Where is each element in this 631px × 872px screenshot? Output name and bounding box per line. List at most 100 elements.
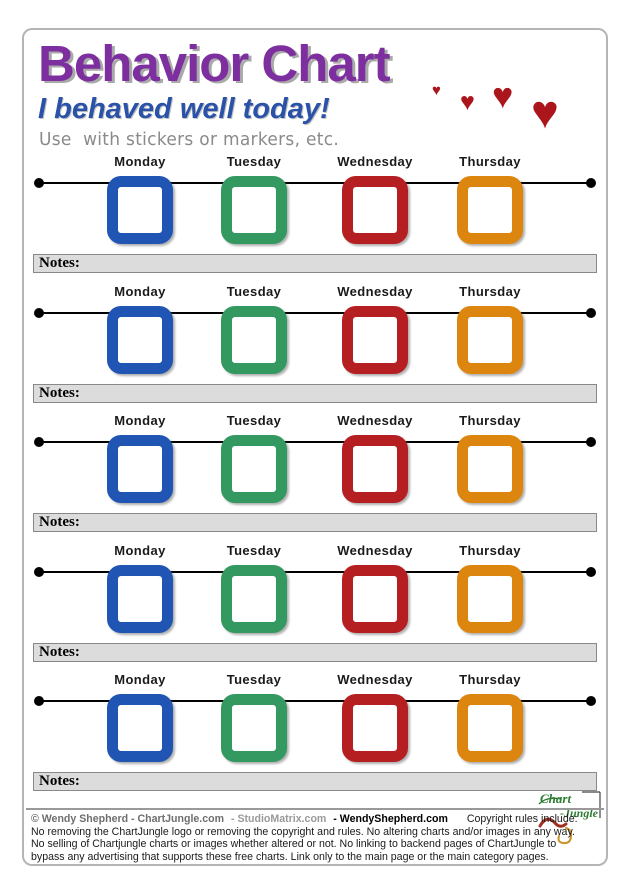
logo-frame-corner: [582, 791, 601, 818]
logo-text-chart: Chart: [540, 791, 571, 806]
notes-bar[interactable]: Notes:: [33, 642, 597, 662]
heart-icon: ♥: [460, 88, 475, 116]
heart-icon: ♥: [432, 82, 441, 99]
heart-icon: ♥: [531, 85, 559, 138]
line-endpoint-right: [586, 696, 596, 706]
logo-monkey-squiggle: [538, 817, 568, 828]
copyright-footer: © Wendy Shepherd - ChartJungle.com - Stu…: [26, 808, 604, 863]
chart-row-2: Monday Tuesday Wednesday Thursday Notes:: [24, 282, 606, 412]
sticker-box-thursday[interactable]: [457, 176, 523, 244]
day-cell-thursday: Thursday: [457, 411, 523, 506]
notes-bar[interactable]: Notes:: [33, 254, 597, 273]
heart-icon: ♥: [492, 75, 514, 116]
day-label-tuesday: Tuesday: [226, 283, 282, 299]
sticker-box-monday[interactable]: [107, 435, 173, 503]
logo-monkey-tail: [557, 827, 573, 845]
sticker-box-tuesday[interactable]: [221, 564, 287, 633]
page-subtitle: I behaved well today!: [38, 93, 330, 125]
sticker-box-wednesday[interactable]: [342, 435, 408, 503]
sticker-box-tuesday[interactable]: [221, 694, 287, 762]
sticker-box-thursday[interactable]: [457, 694, 523, 762]
day-label-thursday: Thursday: [459, 283, 521, 299]
hanging-line: [39, 311, 591, 314]
day-label-wednesday: Wednesday: [337, 154, 413, 169]
footer-line-2: No removing the ChartJungle logo or remo…: [31, 825, 575, 838]
day-label-monday: Monday: [114, 154, 166, 169]
day-label-tuesday: Tuesday: [226, 154, 282, 169]
footer-studiomatrix: - StudioMatrix.com: [230, 813, 327, 825]
day-label-monday: Monday: [114, 413, 166, 428]
line-endpoint-right: [586, 178, 596, 188]
day-label-monday: Monday: [114, 542, 166, 558]
day-cell-tuesday: Tuesday: [221, 541, 287, 636]
day-label-thursday: Thursday: [459, 542, 521, 558]
notes-label: Notes:: [39, 255, 80, 271]
footer-line-4: bypass any advertising that supports the…: [31, 850, 549, 863]
sticker-box-monday[interactable]: [107, 564, 173, 633]
sticker-box-thursday[interactable]: [457, 305, 523, 374]
chart-row-1: Monday Tuesday Wednesday Thursday Notes:: [24, 152, 606, 282]
day-label-wednesday: Wednesday: [337, 542, 413, 558]
day-cell-thursday: Thursday: [457, 670, 523, 765]
sticker-box-wednesday[interactable]: [342, 176, 408, 244]
chart-row-5: Monday Tuesday Wednesday Thursday Notes:: [24, 670, 606, 800]
notes-label: Notes:: [39, 773, 80, 789]
notes-bar[interactable]: Notes:: [33, 383, 597, 403]
day-cell-monday: Monday: [107, 411, 173, 506]
page-title: Behavior Chart: [38, 35, 391, 92]
usage-instruction: Use with stickers or markers, etc.: [39, 129, 340, 151]
day-cell-monday: Monday: [107, 670, 173, 765]
footer-line-1: © Wendy Shepherd - ChartJungle.com - Stu…: [31, 813, 599, 826]
day-label-tuesday: Tuesday: [226, 672, 282, 687]
footer-line-3: No selling of Chartjungle charts or imag…: [31, 838, 557, 851]
day-cell-tuesday: Tuesday: [221, 670, 287, 765]
line-endpoint-right: [586, 307, 596, 318]
chart-row-4: Monday Tuesday Wednesday Thursday Notes:: [24, 541, 606, 671]
sticker-box-monday[interactable]: [107, 694, 173, 762]
footer-rules-intro: Copyright rules include:: [466, 813, 578, 825]
day-label-wednesday: Wednesday: [337, 283, 413, 299]
day-label-wednesday: Wednesday: [337, 672, 413, 687]
sticker-box-thursday[interactable]: [457, 435, 523, 503]
day-label-thursday: Thursday: [459, 154, 521, 169]
notes-label: Notes:: [39, 384, 80, 401]
notes-bar[interactable]: Notes:: [33, 513, 597, 532]
day-cell-thursday: Thursday: [457, 152, 523, 247]
footer-copyright: © Wendy Shepherd - ChartJungle.com: [31, 813, 225, 825]
line-endpoint-right: [586, 437, 596, 447]
sticker-box-tuesday[interactable]: [221, 435, 287, 503]
day-cell-wednesday: Wednesday: [337, 541, 412, 636]
day-label-monday: Monday: [114, 672, 166, 687]
day-label-monday: Monday: [114, 283, 166, 299]
sticker-box-thursday[interactable]: [457, 564, 523, 633]
day-label-thursday: Thursday: [459, 413, 521, 428]
day-cell-thursday: Thursday: [457, 541, 523, 636]
chart-row-3: Monday Tuesday Wednesday Thursday Notes:: [24, 411, 606, 541]
day-cell-wednesday: Wednesday: [337, 411, 412, 506]
sticker-box-monday[interactable]: [107, 305, 173, 374]
day-label-tuesday: Tuesday: [226, 542, 282, 558]
line-endpoint-right: [586, 566, 596, 577]
day-cell-tuesday: Tuesday: [221, 282, 287, 377]
sticker-box-monday[interactable]: [107, 176, 173, 244]
hanging-line: [39, 700, 591, 702]
day-cell-monday: Monday: [107, 152, 173, 247]
sticker-box-wednesday[interactable]: [342, 564, 408, 633]
day-cell-wednesday: Wednesday: [337, 670, 412, 765]
day-cell-wednesday: Wednesday: [337, 152, 412, 247]
notes-bar[interactable]: Notes:: [33, 772, 597, 791]
day-cell-wednesday: Wednesday: [337, 282, 412, 377]
sticker-box-tuesday[interactable]: [221, 176, 287, 244]
hanging-line: [39, 182, 591, 184]
day-cell-monday: Monday: [107, 541, 173, 636]
day-label-thursday: Thursday: [459, 672, 521, 687]
footer-wendyshepherd: - WendyShepherd.com: [333, 813, 448, 825]
day-cell-monday: Monday: [107, 282, 173, 377]
hanging-line: [39, 441, 591, 443]
day-cell-tuesday: Tuesday: [221, 411, 287, 506]
day-cell-thursday: Thursday: [457, 282, 523, 377]
sticker-box-tuesday[interactable]: [221, 305, 287, 374]
day-cell-tuesday: Tuesday: [221, 152, 287, 247]
sticker-box-wednesday[interactable]: [342, 305, 408, 374]
sticker-box-wednesday[interactable]: [342, 694, 408, 762]
